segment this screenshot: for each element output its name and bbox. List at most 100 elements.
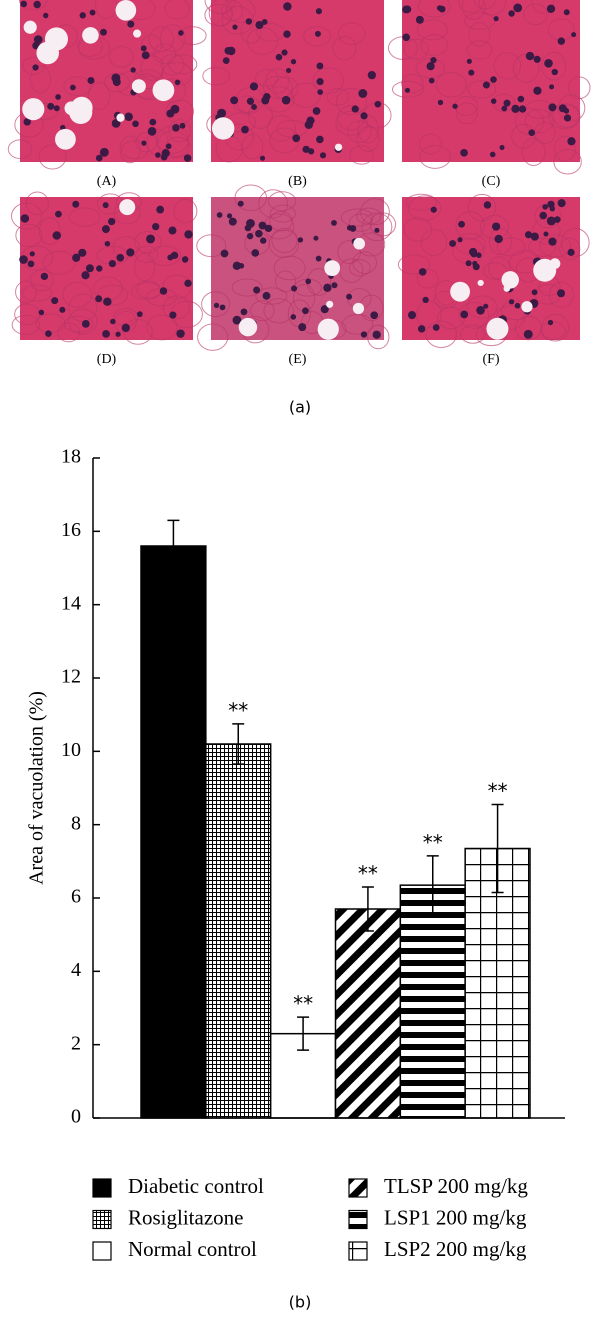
cell (15, 223, 43, 248)
nucleus (283, 2, 292, 11)
nucleus (403, 5, 412, 14)
nucleus (141, 140, 147, 146)
nucleus (319, 152, 327, 159)
nucleus (127, 20, 135, 28)
nucleus (367, 70, 377, 80)
nucleus (160, 288, 166, 294)
cell (164, 0, 190, 20)
nucleus (452, 103, 458, 109)
vacuole (238, 317, 258, 337)
legend-swatch (92, 1209, 112, 1230)
cell (276, 120, 308, 138)
nucleus (563, 108, 570, 114)
nucleus (533, 86, 542, 95)
nucleus (449, 240, 457, 247)
cell (346, 120, 372, 144)
nucleus (89, 9, 96, 16)
error-bar (491, 803, 504, 894)
nucleus (224, 47, 232, 55)
nucleus (308, 148, 315, 155)
nucleus (494, 234, 503, 244)
y-tick-label: 12 (61, 666, 81, 688)
nucleus (33, 0, 41, 9)
nucleus (457, 237, 463, 243)
nucleus (489, 151, 496, 158)
cell (326, 88, 350, 106)
vacuole (211, 117, 235, 140)
nucleus (470, 250, 478, 258)
caption: (b) (289, 1293, 312, 1312)
cell (455, 102, 478, 125)
cell (312, 67, 345, 95)
significance: ** (423, 830, 443, 854)
vacuole (521, 301, 533, 313)
nucleus (438, 5, 446, 13)
nucleus (124, 112, 133, 121)
vacuole (334, 143, 343, 151)
nucleus (370, 311, 379, 320)
vacuole (326, 300, 334, 308)
nucleus (165, 143, 172, 150)
cell (268, 229, 300, 258)
nucleus (232, 261, 242, 271)
nucleus (482, 81, 490, 89)
nucleus (95, 154, 103, 162)
nucleus (468, 69, 475, 76)
nucleus (101, 225, 110, 234)
cell (15, 280, 37, 304)
vacuole (352, 302, 365, 315)
y-tick-label: 14 (61, 592, 81, 614)
nucleus (508, 299, 515, 305)
micrograph (20, 197, 193, 340)
significance: ** (228, 698, 248, 722)
nucleus (503, 99, 511, 107)
cell (268, 191, 297, 212)
cell (349, 259, 371, 277)
y-tick-label: 2 (71, 1032, 81, 1054)
nucleus (238, 263, 245, 269)
nucleus (110, 318, 116, 325)
cell (524, 109, 554, 134)
nucleus (149, 118, 157, 126)
cell (68, 308, 98, 335)
cell (335, 110, 368, 136)
nucleus (260, 237, 267, 244)
nucleus (107, 217, 116, 226)
vacuole (131, 79, 146, 94)
legend-label: TLSP 200 mg/kg (384, 1174, 528, 1198)
vacuole (503, 285, 511, 292)
nucleus (240, 308, 248, 316)
cell (496, 305, 525, 330)
nucleus (407, 311, 417, 320)
panel-label: (B) (288, 174, 307, 189)
nucleus (567, 248, 575, 256)
nucleus (548, 103, 557, 112)
nucleus (547, 319, 554, 326)
nucleus (315, 255, 322, 262)
cell (148, 245, 182, 266)
cell (29, 269, 54, 292)
cell (523, 3, 548, 26)
nucleus (126, 248, 135, 257)
nucleus (70, 84, 76, 91)
bar (205, 743, 272, 1119)
nucleus (121, 323, 130, 332)
panel-label: (E) (289, 352, 307, 367)
nucleus (323, 283, 332, 292)
cell (197, 323, 229, 351)
cell (420, 228, 448, 256)
nucleus (219, 304, 226, 311)
nucleus (518, 105, 527, 113)
nucleus (51, 297, 59, 305)
nucleus (23, 118, 31, 126)
cell (160, 53, 185, 76)
nucleus (167, 254, 174, 261)
nucleus (246, 232, 254, 240)
cell (521, 137, 546, 166)
bar (334, 908, 402, 1119)
nucleus (430, 206, 437, 213)
y-tick-label: 8 (71, 812, 81, 834)
nucleus (264, 224, 273, 233)
nucleus (115, 331, 121, 337)
